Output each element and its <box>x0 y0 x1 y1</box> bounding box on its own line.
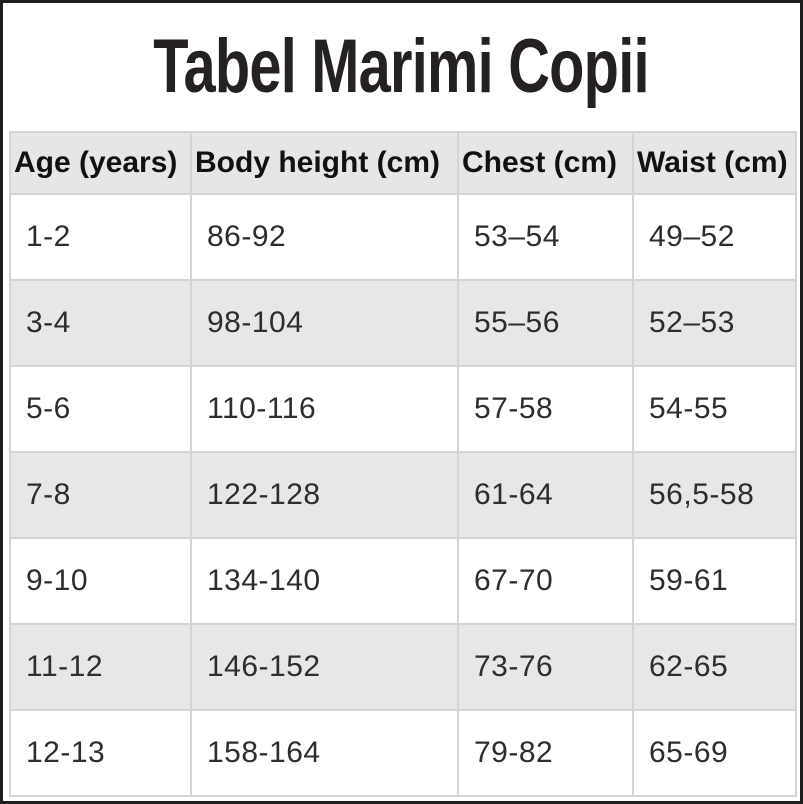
table-cell: 12-13 <box>9 709 192 797</box>
table-cell: 55–56 <box>457 279 634 367</box>
table-cell: 62-65 <box>632 623 797 711</box>
table-cell: 134-140 <box>190 537 459 625</box>
table-cell: 98-104 <box>190 279 459 367</box>
table-cell: 49–52 <box>632 193 797 281</box>
table-cell: 61-64 <box>457 451 634 539</box>
table-cell: 54-55 <box>632 365 797 453</box>
table-row: 3-4 98-104 55–56 52–53 <box>9 279 797 367</box>
table-cell: 52–53 <box>632 279 797 367</box>
size-table: Age (years) Body height (cm) Chest (cm) Wai… <box>9 131 797 797</box>
size-table-body: 1-2 86-92 53–54 49–52 3-4 98-104 55–56 52–53 5-6… <box>9 193 797 797</box>
title-area: Tabel Marimi Copii <box>3 3 800 131</box>
table-cell: 53–54 <box>457 193 634 281</box>
table-row: 5-6 110-116 57-58 54-55 <box>9 365 797 453</box>
table-cell: 1-2 <box>9 193 192 281</box>
column-header-2: Chest (cm) <box>457 131 634 195</box>
column-header-0: Age (years) <box>9 131 192 195</box>
table-cell: 73-76 <box>457 623 634 711</box>
table-cell: 9-10 <box>9 537 192 625</box>
size-table-header: Age (years) Body height (cm) Chest (cm) Wai… <box>9 131 797 195</box>
table-cell: 65-69 <box>632 709 797 797</box>
column-header-1: Body height (cm) <box>190 131 459 195</box>
table-cell: 57-58 <box>457 365 634 453</box>
table-cell: 158-164 <box>190 709 459 797</box>
table-cell: 7-8 <box>9 451 192 539</box>
table-row: 9-10 134-140 67-70 59-61 <box>9 537 797 625</box>
header-row: Age (years) Body height (cm) Chest (cm) Wai… <box>9 131 797 195</box>
table-cell: 67-70 <box>457 537 634 625</box>
table-row: 1-2 86-92 53–54 49–52 <box>9 193 797 281</box>
table-cell: 86-92 <box>190 193 459 281</box>
table-cell: 59-61 <box>632 537 797 625</box>
table-cell: 5-6 <box>9 365 192 453</box>
table-cell: 79-82 <box>457 709 634 797</box>
table-row: 11-12 146-152 73-76 62-65 <box>9 623 797 711</box>
table-row: 7-8 122-128 61-64 56,5-58 <box>9 451 797 539</box>
table-row: 12-13 158-164 79-82 65-69 <box>9 709 797 797</box>
table-cell: 11-12 <box>9 623 192 711</box>
table-cell: 110-116 <box>190 365 459 453</box>
table-cell: 146-152 <box>190 623 459 711</box>
table-cell: 56,5-58 <box>632 451 797 539</box>
table-cell: 3-4 <box>9 279 192 367</box>
column-header-3: Waist (cm) <box>632 131 797 195</box>
page-title: Tabel Marimi Copii <box>153 24 650 109</box>
table-cell: 122-128 <box>190 451 459 539</box>
